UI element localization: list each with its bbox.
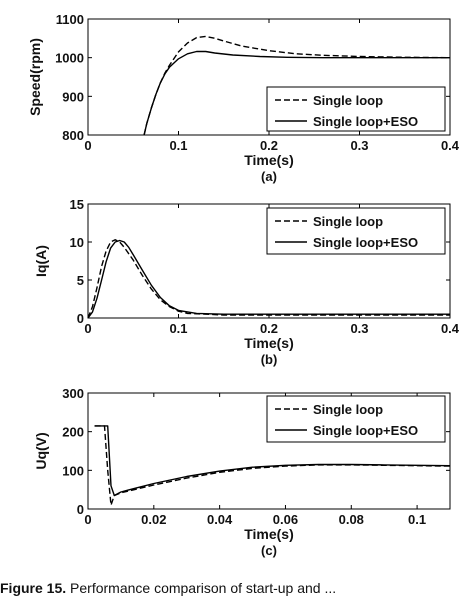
series-line-single-loop — [143, 35, 451, 136]
x-tick-label: 0.08 — [339, 512, 364, 527]
y-axis-label: Speed(rpm) — [27, 38, 43, 116]
legend-entry: Single loop — [313, 93, 383, 108]
x-tick-label: 0.1 — [169, 321, 187, 336]
y-tick-label: 0 — [77, 502, 84, 517]
chart-panel-0: 0 0.1 0.2 0.3 0.4 800 900 1000 1100 Time(s) Speed(… — [27, 12, 460, 184]
y-tick-label: 300 — [62, 386, 84, 401]
legend-entry: Single loop+ESO — [313, 423, 418, 438]
x-tick-label: 0.3 — [350, 321, 368, 336]
y-tick-label: 800 — [62, 128, 84, 143]
x-tick-label: 0.2 — [260, 138, 278, 153]
caption-label: Figure 15. — [0, 580, 67, 596]
x-tick-label: 0.02 — [141, 512, 166, 527]
x-tick-label: 0.06 — [273, 512, 298, 527]
y-axis-label: Uq(V) — [33, 432, 49, 469]
chart-panel-1: 0 0.1 0.2 0.3 0.4 0 5 10 15 Time(s) Iq(A) (b) Single… — [33, 197, 460, 367]
caption-text: Performance comparison of start-up and .… — [70, 580, 337, 596]
x-tick-label: 0 — [84, 512, 91, 527]
legend-entry: Single loop — [313, 402, 383, 417]
legend: Single loop Single loop+ESO — [266, 86, 446, 132]
y-tick-label: 5 — [77, 273, 84, 288]
legend-entry: Single loop — [313, 214, 383, 229]
legend-entry: Single loop+ESO — [313, 114, 418, 129]
legend-box — [266, 207, 446, 255]
y-tick-label: 0 — [77, 311, 84, 326]
panel-label: (b) — [261, 352, 278, 367]
x-tick-label: 0 — [84, 321, 91, 336]
x-tick-label: 0.2 — [260, 321, 278, 336]
y-tick-label: 15 — [70, 197, 84, 212]
x-axis-label: Time(s) — [244, 335, 294, 351]
x-tick-label: 0.3 — [350, 138, 368, 153]
series-line-single-loop-eso — [87, 239, 450, 319]
x-axis-label: Time(s) — [244, 152, 294, 168]
legend: Single loop Single loop+ESO — [266, 207, 446, 255]
y-axis-label: Iq(A) — [33, 245, 49, 277]
x-tick-label: 0.1 — [169, 138, 187, 153]
series-line-single-loop-eso — [94, 425, 451, 497]
x-tick-label: 0.4 — [441, 138, 460, 153]
x-tick-label: 0.4 — [441, 321, 460, 336]
figure-caption: Figure 15. Performance comparison of sta… — [0, 580, 474, 597]
panel-label: (c) — [261, 543, 277, 558]
legend: Single loop Single loop+ESO — [266, 395, 446, 443]
y-tick-label: 10 — [70, 235, 84, 250]
y-tick-label: 900 — [62, 89, 84, 104]
series-line-single-loop-eso — [143, 50, 450, 136]
x-tick-label: 0.04 — [207, 512, 233, 527]
y-tick-label: 1100 — [56, 12, 84, 27]
panel-label: (a) — [261, 169, 277, 184]
legend-entry: Single loop+ESO — [313, 235, 418, 250]
series-line-single-loop — [87, 238, 450, 319]
x-tick-label: 0.1 — [408, 512, 426, 527]
x-tick-label: 0 — [84, 138, 91, 153]
y-tick-label: 200 — [62, 425, 84, 440]
legend-box — [266, 395, 446, 443]
legend-box — [266, 86, 446, 132]
chart-panel-2: 0 0.02 0.04 0.06 0.08 0.1 0 100 200 300 Time(s) Uq(… — [33, 386, 451, 558]
x-axis-label: Time(s) — [244, 526, 294, 542]
plot-frame — [87, 392, 451, 510]
y-tick-label: 100 — [62, 463, 84, 478]
y-tick-label: 1000 — [55, 51, 84, 66]
series-line-single-loop — [94, 425, 451, 506]
